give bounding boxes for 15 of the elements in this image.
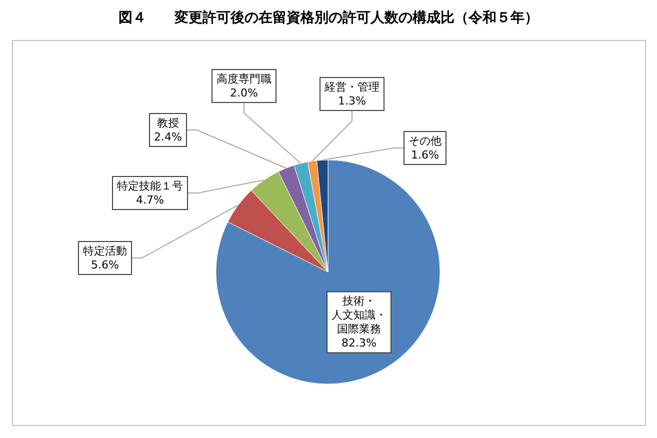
data-label: 4.7% bbox=[136, 194, 164, 206]
data-label: 82.3% bbox=[342, 336, 376, 350]
slice-label: その他 bbox=[408, 134, 442, 148]
slice-label: 高度専門職 bbox=[216, 72, 272, 86]
slice-label: 技術・人文知識・国際業務 bbox=[332, 294, 387, 336]
slice-label: 特定技能１号 bbox=[117, 180, 183, 192]
data-label: 1.3% bbox=[338, 94, 366, 108]
data-label: 5.6% bbox=[91, 258, 119, 272]
slice-label: 経営・管理 bbox=[324, 80, 380, 94]
data-label: 2.0% bbox=[230, 86, 258, 100]
data-label: 2.4% bbox=[154, 130, 182, 144]
data-label: 1.6% bbox=[411, 148, 439, 162]
chart-title: 図４ 変更許可後の在留資格別の許可人数の構成比（令和５年） bbox=[118, 9, 538, 26]
slice-label: 教授 bbox=[157, 116, 179, 130]
slice-label: 特定活動 bbox=[83, 244, 127, 258]
